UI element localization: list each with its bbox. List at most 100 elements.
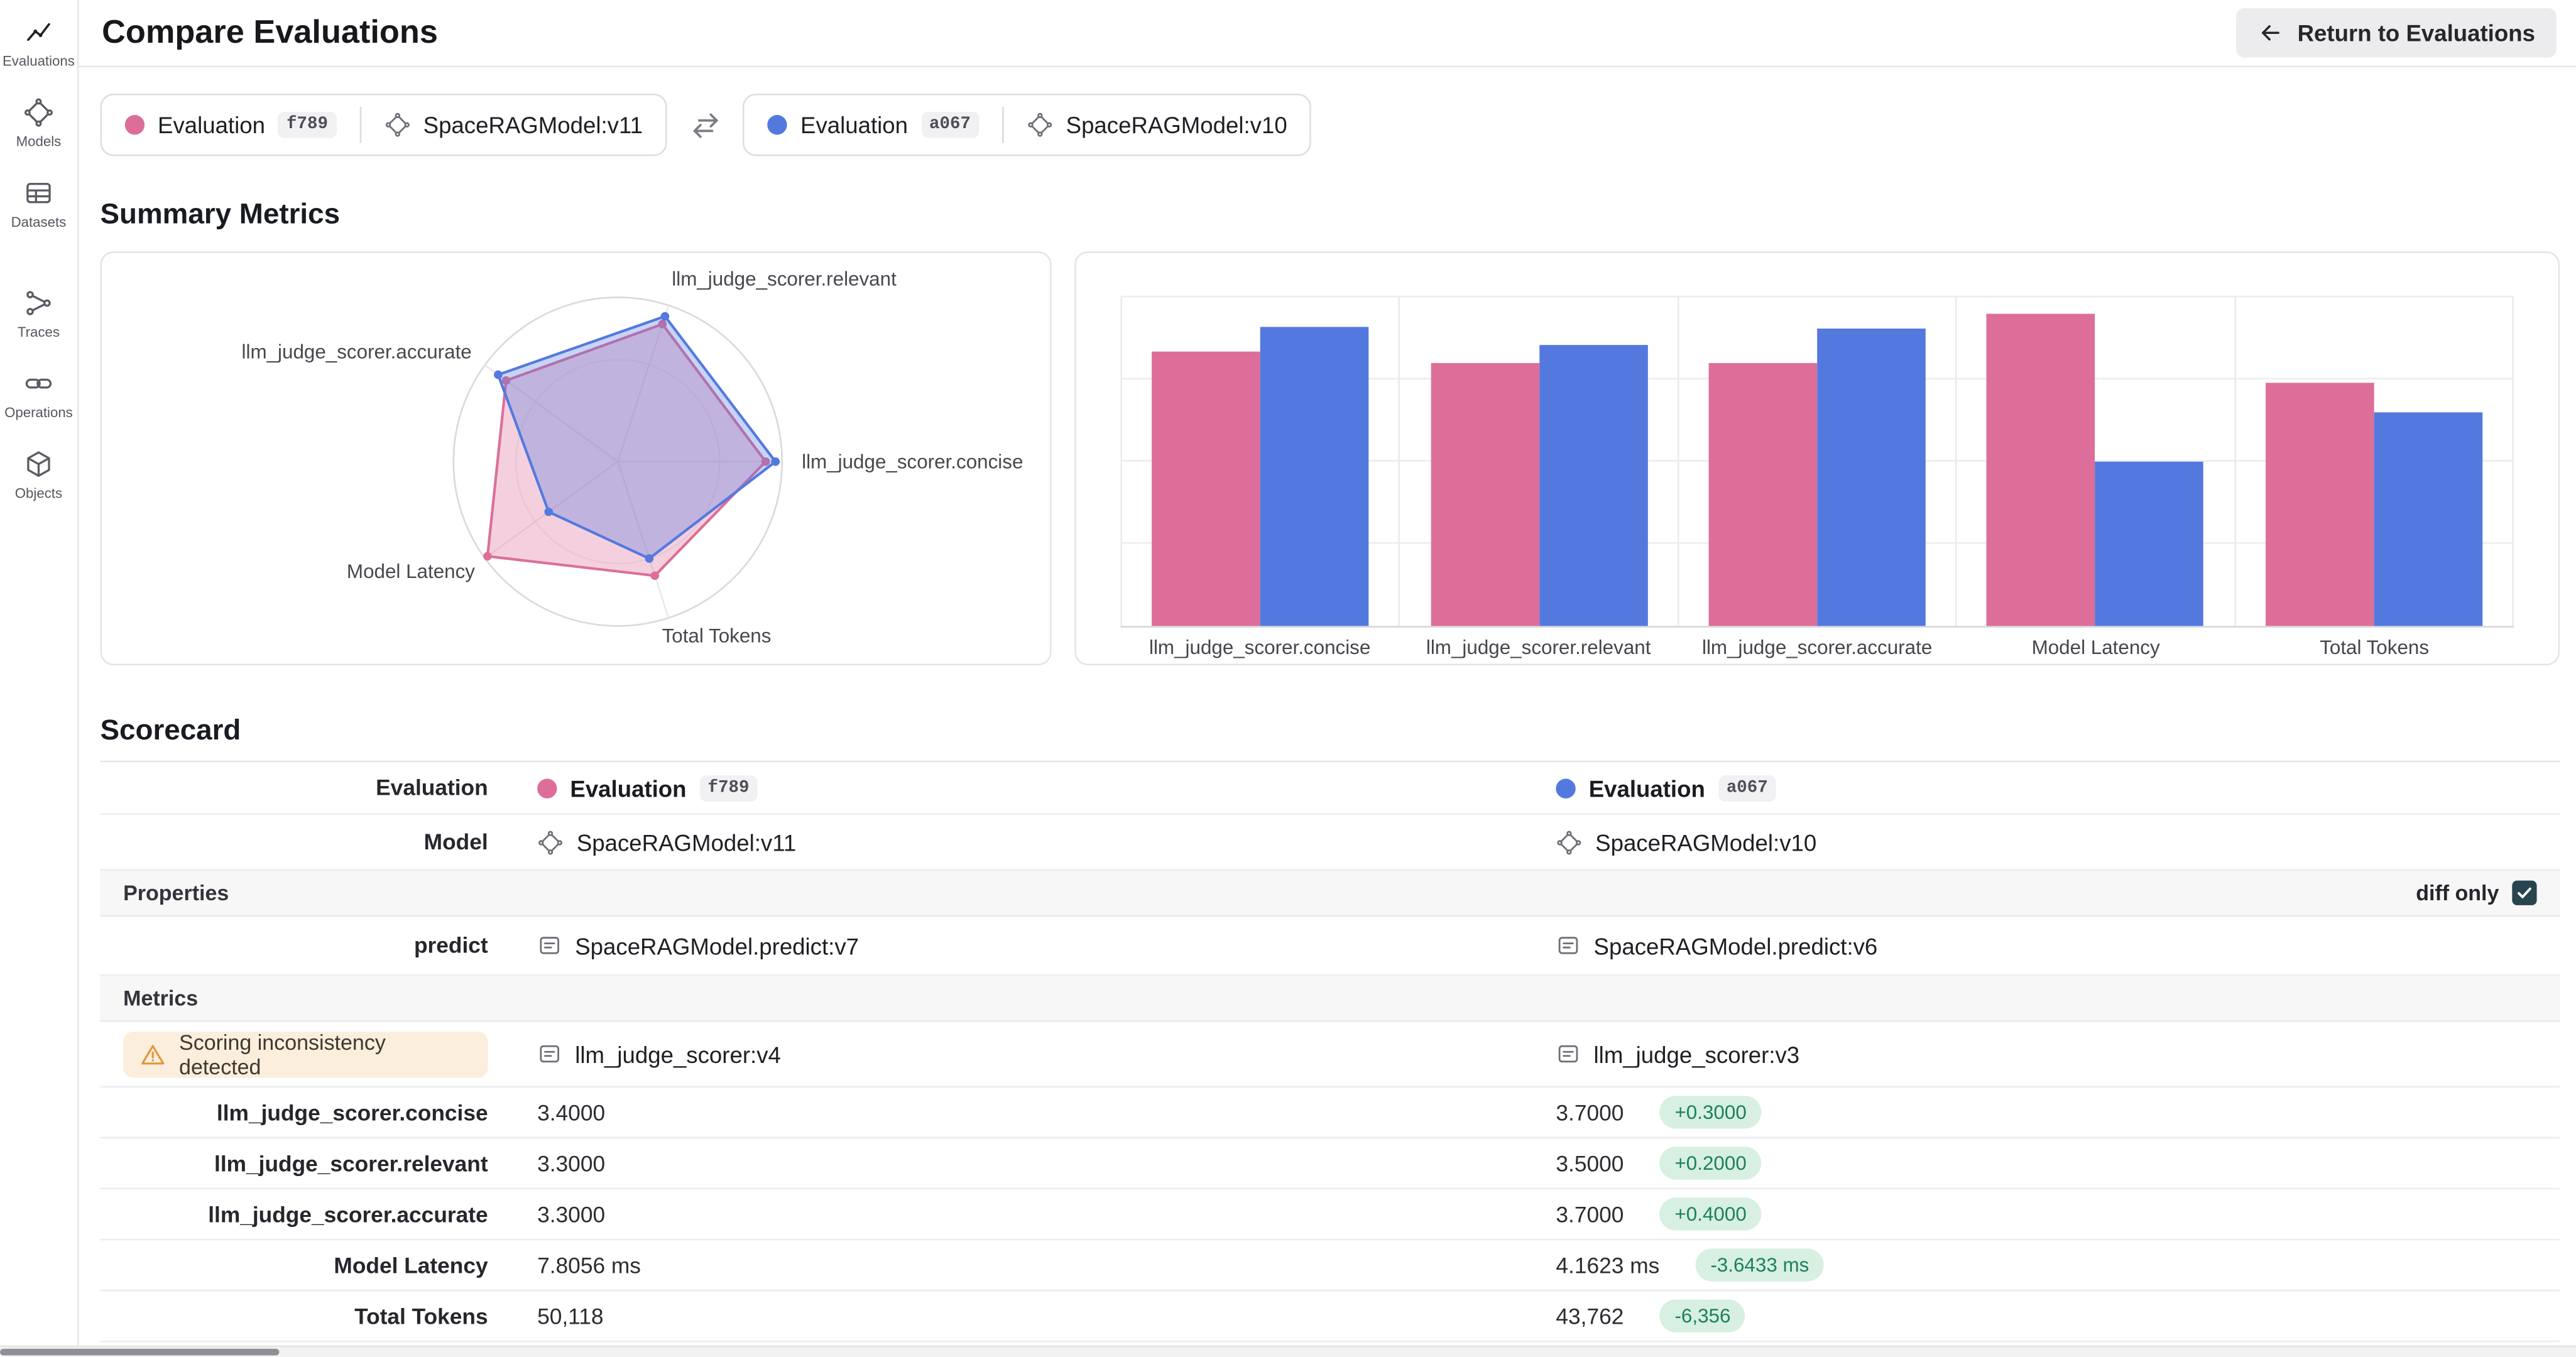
scorecard-evaluation-row: Evaluation Evaluation f789 Evaluation a0… xyxy=(100,762,2560,815)
metric-label: Model Latency xyxy=(334,1252,488,1278)
radar-vertex-dot xyxy=(645,554,654,563)
radar-chart-panel: llm_judge_scorer.concise llm_judge_scorer… xyxy=(100,251,1052,666)
predict-cell-right: SpaceRAGModel.predict:v6 xyxy=(1520,932,2560,959)
evaluation-color-dot-blue xyxy=(1556,778,1576,798)
sidebar-item-traces[interactable]: Traces xyxy=(0,288,77,340)
metric-value-right: 3.7000 xyxy=(1556,1099,1624,1125)
bar-group xyxy=(1399,297,1677,626)
back-arrow-icon xyxy=(2258,19,2284,46)
bar xyxy=(1708,362,1818,626)
objects-icon xyxy=(23,449,55,480)
radar-chart-mount: llm_judge_scorer.concise llm_judge_scorer… xyxy=(102,253,1050,664)
bar xyxy=(2265,383,2374,626)
metric-row-relevant: llm_judge_scorer.relevant 3.3000 3.5000 … xyxy=(100,1138,2560,1190)
warning-triangle-icon xyxy=(139,1041,166,1067)
metric-delta-badge: +0.4000 xyxy=(1659,1197,1762,1231)
bar xyxy=(2095,461,2204,626)
scorer-name[interactable]: llm_judge_scorer:v4 xyxy=(575,1040,781,1067)
metric-value-left: 50,118 xyxy=(537,1304,604,1329)
radar-polygon xyxy=(496,315,778,560)
radar-vertex-dot xyxy=(544,507,554,516)
bar-chart-panel: llm_judge_scorer.concise llm_judge_scorer… xyxy=(1074,251,2560,666)
evaluation-name: Evaluation xyxy=(1588,774,1705,801)
scorecard-table: Evaluation Evaluation f789 Evaluation a0… xyxy=(100,760,2560,1343)
op-name[interactable]: SpaceRAGModel.predict:v6 xyxy=(1593,932,1878,959)
scorer-warning-cell: Scoring inconsistency detected xyxy=(101,1029,501,1079)
radar-spoke xyxy=(616,461,670,618)
models-icon xyxy=(23,97,55,128)
model-name: SpaceRAGModel:v10 xyxy=(1066,111,1287,138)
sidebar: Evaluations Models Datasets Traces xyxy=(0,0,79,1357)
horizontal-scrollbar xyxy=(0,1345,2576,1357)
evaluation-pill-left[interactable]: Evaluation f789 SpaceRAGModel:v11 xyxy=(100,94,668,156)
check-icon xyxy=(2518,887,2531,898)
model-diamond-icon xyxy=(1027,112,1053,138)
bar-chart-category-labels: llm_judge_scorer.concise llm_judge_scorer… xyxy=(1120,636,2514,659)
topbar: Compare Evaluations Return to Evaluation… xyxy=(79,0,2576,68)
bar xyxy=(1260,327,1369,626)
diff-only-checkbox[interactable] xyxy=(2512,880,2537,905)
evaluation-id-badge: a067 xyxy=(920,111,980,138)
radar-polygon xyxy=(486,322,768,577)
bar-category-label: Total Tokens xyxy=(2320,636,2430,659)
radar-spoke xyxy=(616,305,670,462)
sidebar-item-evaluations[interactable]: Evaluations xyxy=(0,16,77,69)
content: Evaluation f789 SpaceRAGModel:v11 xyxy=(79,67,2576,1357)
metric-value-left: 3.4000 xyxy=(537,1099,606,1125)
scoring-inconsistency-warning: Scoring inconsistency detected xyxy=(123,1029,488,1079)
predict-cell-left: SpaceRAGModel.predict:v7 xyxy=(501,932,1520,959)
radar-axis-label: llm_judge_scorer.relevant xyxy=(672,268,897,290)
scorer-name[interactable]: llm_judge_scorer:v3 xyxy=(1593,1040,1800,1067)
summary-metrics-title: Summary Metrics xyxy=(100,197,341,231)
op-icon xyxy=(1556,933,1580,957)
metrics-section-header: Metrics xyxy=(100,976,2560,1022)
evaluation-cell-left: Evaluation f789 xyxy=(501,774,1520,801)
traces-icon xyxy=(23,288,55,319)
row-label: Evaluation xyxy=(376,775,488,800)
horizontal-scrollbar-thumb[interactable] xyxy=(0,1348,280,1356)
bar xyxy=(1817,329,1926,626)
pill-divider xyxy=(359,106,361,143)
bar-category-label: llm_judge_scorer.concise xyxy=(1149,636,1371,659)
metric-label: llm_judge_scorer.concise xyxy=(216,1099,488,1125)
return-to-evaluations-button[interactable]: Return to Evaluations xyxy=(2236,8,2557,58)
scorecard-predict-row: predict SpaceRAGModel.predict:v7 SpaceR xyxy=(100,917,2560,976)
compare-bar: Evaluation f789 SpaceRAGModel:v11 xyxy=(100,94,2560,156)
metric-row-concise: llm_judge_scorer.concise 3.4000 3.7000 +… xyxy=(100,1087,2560,1139)
model-name[interactable]: SpaceRAGModel:v11 xyxy=(576,829,797,856)
bar-chart-plot xyxy=(1120,295,2514,628)
evaluation-name: Evaluation xyxy=(800,111,909,138)
sidebar-item-label: Evaluations xyxy=(2,52,75,69)
evaluation-id-badge: f789 xyxy=(699,774,758,801)
bar xyxy=(1430,362,1539,626)
evaluation-pill-right[interactable]: Evaluation a067 SpaceRAGModel:v10 xyxy=(743,94,1312,156)
sidebar-item-models[interactable]: Models xyxy=(0,97,77,150)
radar-axis-label: llm_judge_scorer.accurate xyxy=(242,341,472,363)
sidebar-item-label: Objects xyxy=(14,484,63,501)
model-diamond-icon xyxy=(537,829,564,855)
metric-value-right: 4.1623 ms xyxy=(1556,1252,1660,1278)
metric-label: llm_judge_scorer.relevant xyxy=(214,1150,488,1176)
evaluation-color-dot-pink xyxy=(124,115,145,135)
op-name[interactable]: SpaceRAGModel.predict:v7 xyxy=(575,932,860,959)
evaluation-id-badge: f789 xyxy=(278,111,337,138)
model-name[interactable]: SpaceRAGModel:v10 xyxy=(1595,829,1817,856)
pill-divider xyxy=(1001,106,1004,143)
radar-vertex-dot xyxy=(483,552,492,561)
sidebar-item-objects[interactable]: Objects xyxy=(0,449,77,501)
metric-row-total-tokens: Total Tokens 50,118 43,762 -6,356 xyxy=(100,1291,2560,1343)
sidebar-item-label: Datasets xyxy=(11,213,67,231)
metric-value-right: 3.7000 xyxy=(1556,1201,1624,1227)
bar-group xyxy=(2234,297,2514,626)
radar-vertex-dot xyxy=(771,457,780,466)
scorecard-scorer-row: Scoring inconsistency detected llm_judge… xyxy=(100,1022,2560,1088)
swap-evaluations-button[interactable] xyxy=(675,95,734,155)
sidebar-item-operations[interactable]: Operations xyxy=(0,368,77,420)
sidebar-item-datasets[interactable]: Datasets xyxy=(0,177,77,230)
model-diamond-icon xyxy=(1556,829,1582,855)
page-title: Compare Evaluations xyxy=(102,14,438,50)
metric-value-left: 7.8056 ms xyxy=(537,1252,641,1278)
properties-section-header: Properties diff only xyxy=(100,870,2560,917)
